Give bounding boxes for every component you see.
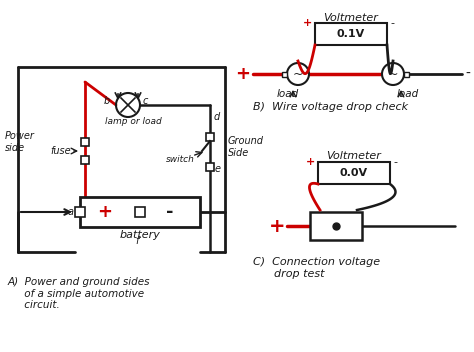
Bar bbox=[75, 207, 85, 217]
Circle shape bbox=[287, 63, 309, 85]
Bar bbox=[206, 163, 214, 171]
Text: fuse: fuse bbox=[50, 146, 71, 156]
Bar bbox=[81, 156, 89, 164]
Text: +: + bbox=[306, 157, 315, 167]
Text: b: b bbox=[104, 96, 110, 106]
Text: +: + bbox=[235, 65, 250, 83]
Text: A)  Power and ground sides
     of a simple automotive
     circuit.: A) Power and ground sides of a simple au… bbox=[8, 277, 151, 310]
Bar bbox=[404, 71, 409, 76]
Bar bbox=[206, 133, 214, 141]
Text: Ground
Side: Ground Side bbox=[228, 136, 264, 158]
Text: -: - bbox=[393, 157, 397, 167]
Text: load: load bbox=[397, 89, 419, 99]
Bar bbox=[135, 207, 145, 217]
Text: -: - bbox=[390, 18, 394, 28]
Text: ~: ~ bbox=[388, 68, 398, 81]
Text: ~: ~ bbox=[293, 68, 303, 81]
Bar bbox=[81, 138, 89, 146]
Text: 0.1V: 0.1V bbox=[337, 29, 365, 39]
Bar bbox=[310, 212, 362, 240]
Text: e: e bbox=[215, 164, 221, 174]
Text: lamp or load: lamp or load bbox=[105, 118, 161, 126]
Text: -: - bbox=[166, 203, 174, 221]
Text: a: a bbox=[68, 207, 74, 217]
Text: load: load bbox=[277, 89, 299, 99]
Bar bbox=[315, 23, 387, 45]
Text: c: c bbox=[143, 96, 148, 106]
Bar bbox=[282, 71, 287, 76]
Text: 0.0V: 0.0V bbox=[340, 168, 368, 178]
Bar bbox=[318, 162, 390, 184]
Bar bbox=[80, 197, 200, 227]
Text: Voltmeter: Voltmeter bbox=[327, 151, 382, 161]
Text: Voltmeter: Voltmeter bbox=[324, 13, 378, 23]
Text: +: + bbox=[303, 18, 312, 28]
Text: switch: switch bbox=[166, 155, 195, 163]
Text: C)  Connection voltage
      drop test: C) Connection voltage drop test bbox=[253, 257, 380, 278]
Text: d: d bbox=[214, 112, 220, 122]
Text: +: + bbox=[98, 203, 112, 221]
Text: +: + bbox=[269, 216, 285, 235]
Circle shape bbox=[382, 63, 404, 85]
Text: f: f bbox=[135, 236, 138, 246]
Text: battery: battery bbox=[119, 230, 160, 240]
Text: B)  Wire voltage drop check: B) Wire voltage drop check bbox=[253, 102, 408, 112]
Text: Power
side: Power side bbox=[5, 131, 35, 153]
Text: -: - bbox=[465, 67, 470, 81]
